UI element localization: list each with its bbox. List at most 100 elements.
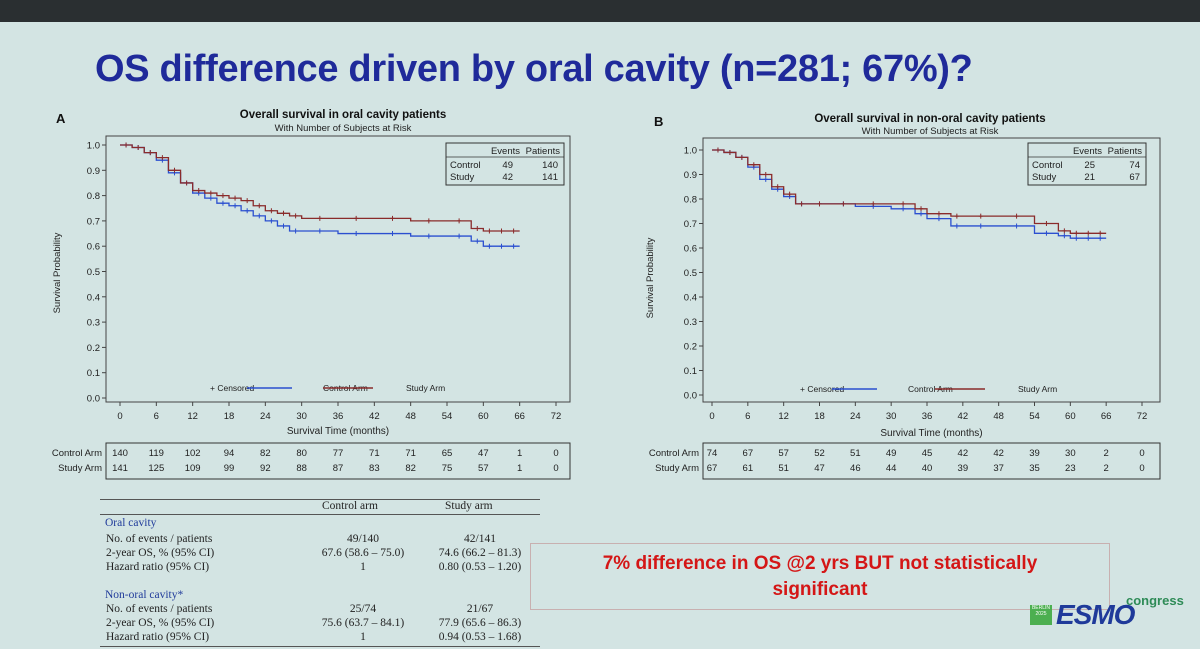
row-label: Hazard ratio (95% CI) (106, 631, 210, 643)
patients-header: Patients (1108, 146, 1143, 157)
y-tick-label: 0.1 (684, 366, 697, 377)
row-study: 42/141 (464, 533, 496, 545)
at-risk-value: 0 (1139, 463, 1144, 474)
at-risk-value: 39 (1029, 448, 1040, 459)
legend-censored: + Censored (210, 383, 254, 393)
at-risk-value: 74 (707, 448, 718, 459)
table-col-study: Study arm (445, 500, 493, 512)
censor-mark (1062, 233, 1067, 239)
chart-subtitle: With Number of Subjects at Risk (275, 123, 412, 134)
censor-mark (1044, 230, 1049, 236)
y-tick-label: 0.4 (684, 293, 697, 304)
censor-mark (1062, 228, 1067, 234)
x-tick-label: 24 (260, 411, 271, 422)
plot-frame (105, 135, 571, 403)
x-tick-label: 6 (745, 411, 750, 422)
at-risk-value: 71 (369, 448, 380, 459)
censor-mark (148, 150, 153, 156)
censor-mark (281, 210, 286, 216)
x-tick-label: 6 (154, 411, 159, 422)
at-risk-value: 99 (224, 463, 235, 474)
row-control: 49/140 (347, 533, 379, 545)
at-risk-value: 30 (1065, 448, 1076, 459)
callout-box: 7% difference in OS @2 yrs BUT not stati… (530, 543, 1110, 610)
censor-mark (426, 218, 431, 224)
at-risk-value: 0 (1139, 448, 1144, 459)
events-inset-box (445, 142, 565, 186)
at-risk-value: 65 (442, 448, 453, 459)
censor-mark (220, 193, 225, 199)
y-tick-label: 1.0 (87, 141, 100, 152)
at-risk-value: 1 (517, 463, 522, 474)
censor-mark (487, 228, 492, 234)
x-tick-label: 0 (709, 411, 714, 422)
x-tick-label: 30 (886, 411, 897, 422)
censor-mark (317, 215, 322, 221)
censor-mark (1098, 230, 1103, 236)
censor-mark (901, 206, 906, 212)
censor-mark (919, 206, 924, 212)
censor-mark (871, 201, 876, 207)
esmo-wordmark: ESMO (1056, 599, 1135, 630)
x-tick-label: 42 (369, 411, 380, 422)
censor-mark (763, 176, 768, 182)
censor-mark (787, 191, 792, 197)
at-risk-value: 80 (296, 448, 307, 459)
at-risk-value: 40 (922, 463, 933, 474)
y-tick-label: 0.5 (87, 267, 100, 278)
row-label: No. of events / patients (106, 533, 213, 545)
x-tick-label: 54 (1029, 411, 1040, 422)
censor-mark (245, 198, 250, 204)
censor-mark (172, 167, 177, 173)
row-control: 75.6 (63.7 – 84.1) (321, 617, 405, 629)
x-tick-label: 36 (922, 411, 933, 422)
censor-mark (954, 223, 959, 229)
censor-mark (499, 243, 504, 249)
row-label: 2-year OS, % (95% CI) (106, 617, 215, 629)
censor-mark (739, 154, 744, 160)
at-risk-value: 42 (993, 448, 1004, 459)
censor-mark (220, 200, 225, 206)
censor-mark (281, 223, 286, 229)
inset-events: 21 (1084, 172, 1095, 183)
y-tick-label: 0.6 (684, 244, 697, 255)
at-risk-value: 46 (850, 463, 861, 474)
censor-mark (269, 208, 274, 214)
censor-mark (208, 190, 213, 196)
x-tick-label: 12 (187, 411, 198, 422)
chart-subtitle: With Number of Subjects at Risk (862, 126, 999, 137)
censor-mark (936, 216, 941, 222)
inset-row-label: Control (450, 160, 481, 171)
inset-events: 42 (502, 172, 513, 183)
at-risk-value: 52 (814, 448, 825, 459)
at-risk-label: Control Arm (52, 448, 102, 459)
y-tick-label: 0.8 (87, 191, 100, 202)
at-risk-value: 87 (333, 463, 344, 474)
x-tick-label: 48 (993, 411, 1004, 422)
y-tick-label: 0.4 (87, 292, 100, 303)
x-tick-label: 36 (333, 411, 344, 422)
x-tick-label: 72 (551, 411, 562, 422)
at-risk-value: 35 (1029, 463, 1040, 474)
table-header-rule (100, 514, 540, 515)
censor-mark (208, 195, 213, 201)
censor-mark (1044, 221, 1049, 226)
at-risk-value: 61 (743, 463, 754, 474)
censor-mark (426, 233, 431, 239)
row-control: 1 (360, 631, 366, 643)
censor-mark (1086, 230, 1091, 236)
x-tick-label: 24 (850, 411, 861, 422)
at-risk-value: 109 (185, 463, 201, 474)
at-risk-value: 75 (442, 463, 453, 474)
censor-mark (269, 218, 274, 224)
at-risk-value: 88 (296, 463, 307, 474)
table-bottom-rule (100, 646, 540, 647)
at-risk-value: 47 (478, 448, 489, 459)
row-control: 1 (360, 561, 366, 573)
y-tick-label: 0.7 (87, 216, 100, 227)
x-tick-label: 30 (296, 411, 307, 422)
inset-row-label: Control (1032, 160, 1063, 171)
x-tick-label: 60 (478, 411, 489, 422)
